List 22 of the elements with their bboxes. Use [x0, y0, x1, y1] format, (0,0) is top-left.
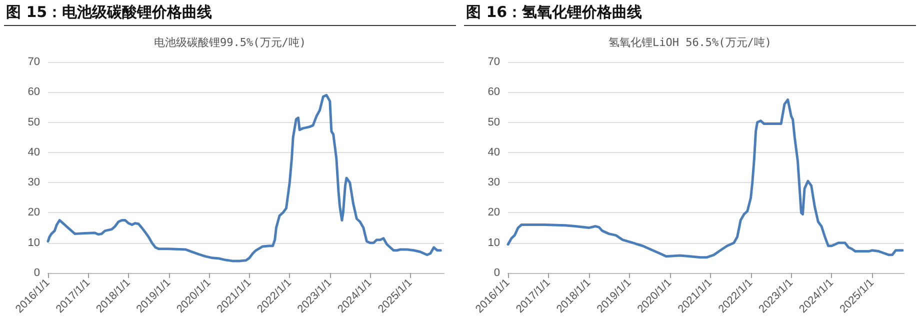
y-tick-label: 10 — [488, 236, 500, 249]
y-tick-label: 30 — [488, 176, 500, 189]
y-tick-label: 0 — [494, 267, 500, 279]
y-tick-label: 50 — [28, 116, 40, 128]
y-tick-label: 60 — [488, 86, 500, 98]
chart-subtitle: 氢氧化锂LiOH 56.5%(万元/吨) — [608, 36, 772, 49]
chart-title: 图 16：氢氧化锂价格曲线 — [464, 0, 916, 26]
y-tick-label: 70 — [28, 56, 40, 68]
y-tick-label: 70 — [488, 56, 500, 68]
y-tick-label: 50 — [488, 116, 500, 128]
y-tick-label: 40 — [28, 146, 40, 158]
chart-title: 图 15：电池级碳酸锂价格曲线 — [4, 0, 456, 26]
y-tick-label: 60 — [28, 86, 40, 98]
y-tick-label: 30 — [28, 176, 40, 189]
y-tick-label: 10 — [28, 236, 40, 249]
line-series — [506, 98, 904, 259]
y-tick-label: 0 — [34, 267, 40, 279]
y-tick-label: 20 — [488, 206, 500, 219]
line-series — [46, 94, 442, 262]
y-tick-label: 20 — [28, 206, 40, 219]
y-tick-label: 40 — [488, 146, 500, 158]
chart-subtitle: 电池级碳酸锂99.5%(万元/吨) — [154, 36, 306, 49]
